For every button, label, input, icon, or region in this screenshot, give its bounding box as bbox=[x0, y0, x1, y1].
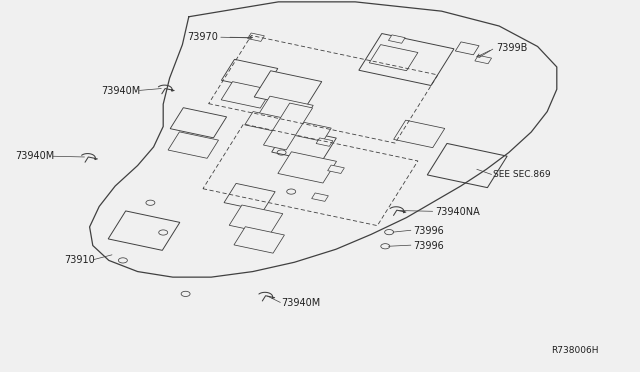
Polygon shape bbox=[272, 128, 336, 163]
Polygon shape bbox=[170, 108, 227, 138]
Polygon shape bbox=[369, 45, 418, 71]
Text: 73910: 73910 bbox=[64, 256, 95, 265]
Text: 7399B: 7399B bbox=[496, 44, 527, 53]
Polygon shape bbox=[224, 183, 275, 211]
Text: SEE SEC.869: SEE SEC.869 bbox=[493, 170, 550, 179]
Polygon shape bbox=[108, 211, 180, 250]
Text: 73996: 73996 bbox=[413, 226, 444, 235]
Polygon shape bbox=[221, 81, 271, 108]
Text: R738006H: R738006H bbox=[551, 346, 598, 355]
Polygon shape bbox=[229, 205, 283, 234]
Text: 73940M: 73940M bbox=[282, 298, 321, 308]
Polygon shape bbox=[254, 71, 322, 108]
Text: 73940M: 73940M bbox=[15, 151, 54, 161]
Text: 73940NA: 73940NA bbox=[435, 207, 480, 217]
Polygon shape bbox=[428, 144, 507, 187]
Polygon shape bbox=[244, 112, 332, 141]
Text: 73940M: 73940M bbox=[102, 86, 141, 96]
Polygon shape bbox=[168, 132, 218, 158]
Polygon shape bbox=[221, 59, 278, 90]
Polygon shape bbox=[388, 35, 405, 43]
Polygon shape bbox=[455, 42, 479, 55]
Polygon shape bbox=[316, 138, 333, 146]
Polygon shape bbox=[394, 120, 445, 148]
Polygon shape bbox=[475, 55, 492, 64]
Polygon shape bbox=[312, 193, 328, 201]
Polygon shape bbox=[257, 96, 313, 127]
Polygon shape bbox=[359, 33, 454, 86]
Text: 73996: 73996 bbox=[413, 241, 444, 250]
Polygon shape bbox=[248, 33, 264, 41]
Polygon shape bbox=[234, 227, 284, 253]
Polygon shape bbox=[328, 165, 344, 173]
Polygon shape bbox=[264, 103, 312, 150]
Text: 73970: 73970 bbox=[187, 32, 218, 42]
Polygon shape bbox=[278, 152, 337, 183]
